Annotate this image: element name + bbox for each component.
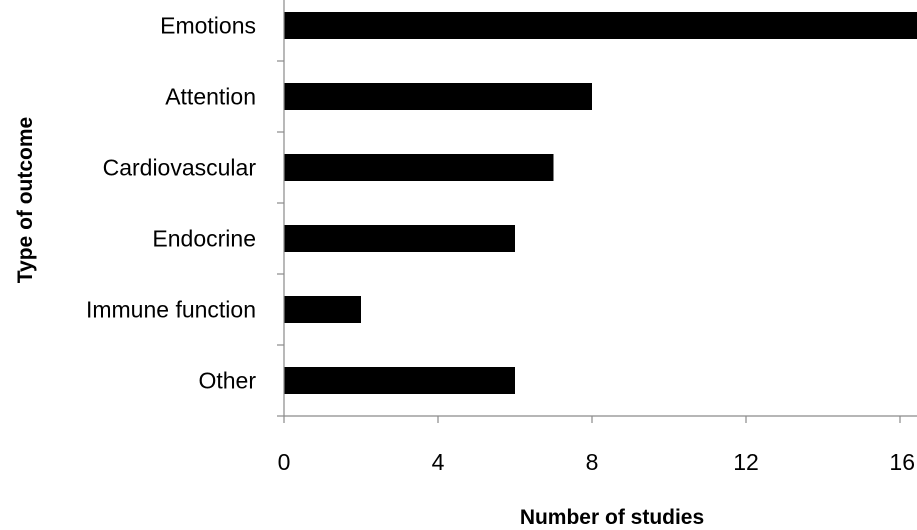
bars [284,12,917,394]
bar-endocrine [284,225,515,252]
bar-immune-function [284,296,361,323]
category-label: Immune function [86,297,256,323]
y-axis-ticks [277,60,284,417]
bar-cardiovascular [284,154,554,181]
category-label: Endocrine [152,226,256,252]
x-tick-label: 8 [586,449,599,475]
x-tick-label: 12 [733,449,759,475]
category-labels: Emotions Attention Cardiovascular Endocrine… [86,13,256,394]
y-axis-title: Type of outcome [14,117,37,283]
x-tick-labels: 0 4 8 12 16 [278,449,915,475]
x-axis-ticks [283,416,901,423]
category-label: Cardiovascular [103,155,257,181]
x-tick-label: 16 [889,449,915,475]
category-label: Other [198,368,256,394]
x-tick-label: 0 [278,449,291,475]
x-tick-label: 4 [432,449,445,475]
x-axis-title: Number of studies [520,506,704,529]
category-label: Attention [165,84,256,110]
bar-other [284,367,515,394]
bar-attention [284,83,592,110]
bar-emotions [284,12,917,39]
category-label: Emotions [160,13,256,39]
